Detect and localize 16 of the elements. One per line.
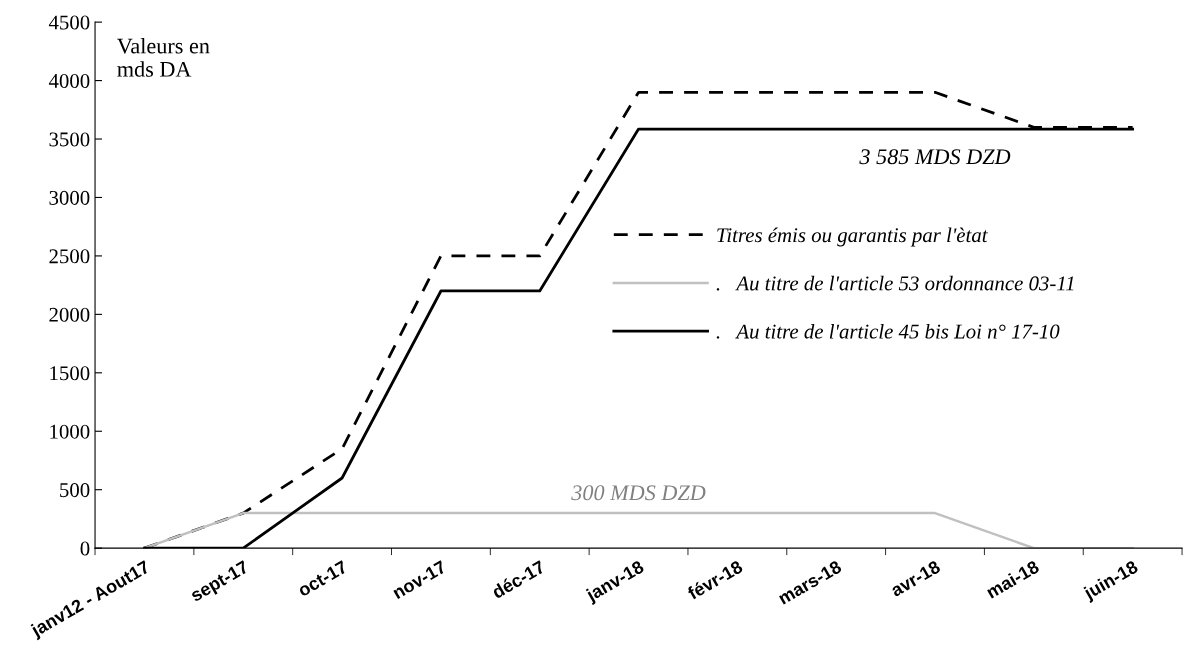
y-tick-label: 4500 xyxy=(48,15,90,30)
y-tick-label: 2000 xyxy=(49,307,90,322)
y-tick-label: 500 xyxy=(60,483,90,498)
y-axis-title: Valeurs en mds DA xyxy=(117,37,210,77)
y-tick-label: 1500 xyxy=(50,366,90,381)
y-tick-label: 3500 xyxy=(49,132,90,147)
y-tick-label: 4000 xyxy=(48,73,90,89)
annotation: 300 MDS DZD xyxy=(571,485,706,501)
legend-label: Titres émis ou garantis par l'ètat xyxy=(717,227,988,247)
y-tick-label: 2500 xyxy=(49,249,90,264)
y-tick-label: 1000 xyxy=(50,424,90,439)
annotation: 3 585 MDS DZD xyxy=(859,149,1011,165)
legend-label: . Au titre de l'article 45 bis Loi n° 17-10 xyxy=(716,323,1060,339)
y-tick-label: 3000 xyxy=(49,190,90,205)
legend-label: . Au titre de l'article 53 ordonnance 03-11 xyxy=(716,275,1074,291)
y-tick-label: 0 xyxy=(80,541,90,556)
